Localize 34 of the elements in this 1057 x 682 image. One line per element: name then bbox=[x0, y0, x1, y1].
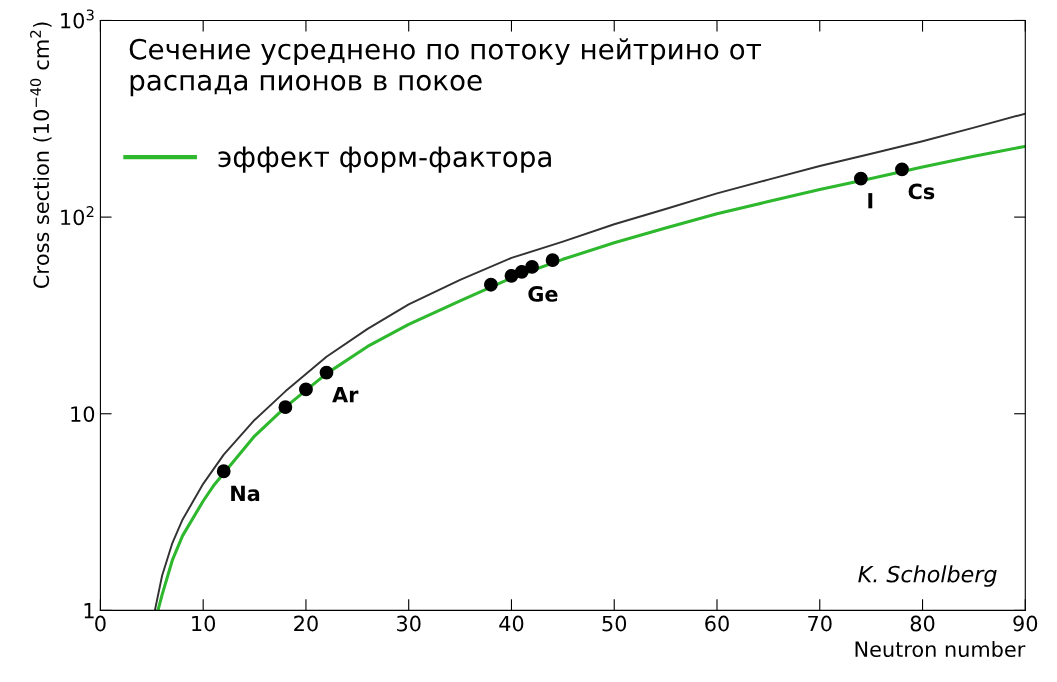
point bbox=[853, 171, 868, 186]
point bbox=[216, 464, 231, 479]
y-tick-label: 10$^{3}$ bbox=[61, 9, 94, 29]
legend-label: эффект форм-фактора bbox=[218, 146, 551, 173]
x-tick-label: 90 bbox=[1013, 615, 1038, 632]
annotation: Ar bbox=[332, 387, 359, 403]
x-tick-label: 20 bbox=[294, 615, 318, 632]
x-tick-label: 40 bbox=[499, 615, 524, 632]
y-tick-label: 1 bbox=[84, 603, 94, 619]
annotation: Ge bbox=[528, 286, 558, 302]
point bbox=[299, 382, 313, 397]
y-axis-title: Cross section (10$^{−40}$ cm$^{2}$) bbox=[30, 22, 52, 289]
point bbox=[895, 162, 909, 177]
x-tick-label: 70 bbox=[808, 615, 832, 632]
y-tick-label: 10$^{2}$ bbox=[61, 206, 94, 226]
x-tick-label: 30 bbox=[397, 615, 421, 632]
x-tick-label: 60 bbox=[705, 615, 729, 632]
x-tick-label: 80 bbox=[910, 615, 935, 632]
x-tick-label: 50 bbox=[602, 615, 627, 632]
point bbox=[545, 253, 560, 268]
point bbox=[484, 277, 498, 292]
annotation: I bbox=[868, 193, 873, 209]
point bbox=[525, 260, 539, 274]
annotation: Cs bbox=[908, 183, 935, 200]
x-axis-title: Neutron number bbox=[855, 640, 1026, 658]
x-tick-label: 0 bbox=[95, 615, 106, 632]
y-tick-label: 10 bbox=[71, 406, 95, 422]
annotation: Na bbox=[231, 485, 260, 502]
point bbox=[319, 365, 334, 380]
point bbox=[514, 264, 529, 279]
annotation: Сечение усреднено по потоку нейтрино от распада пионов в покое bbox=[129, 38, 762, 97]
x-tick-label: 10 bbox=[192, 615, 216, 632]
annotation: K. Scholberg bbox=[858, 565, 997, 587]
point bbox=[278, 400, 293, 415]
